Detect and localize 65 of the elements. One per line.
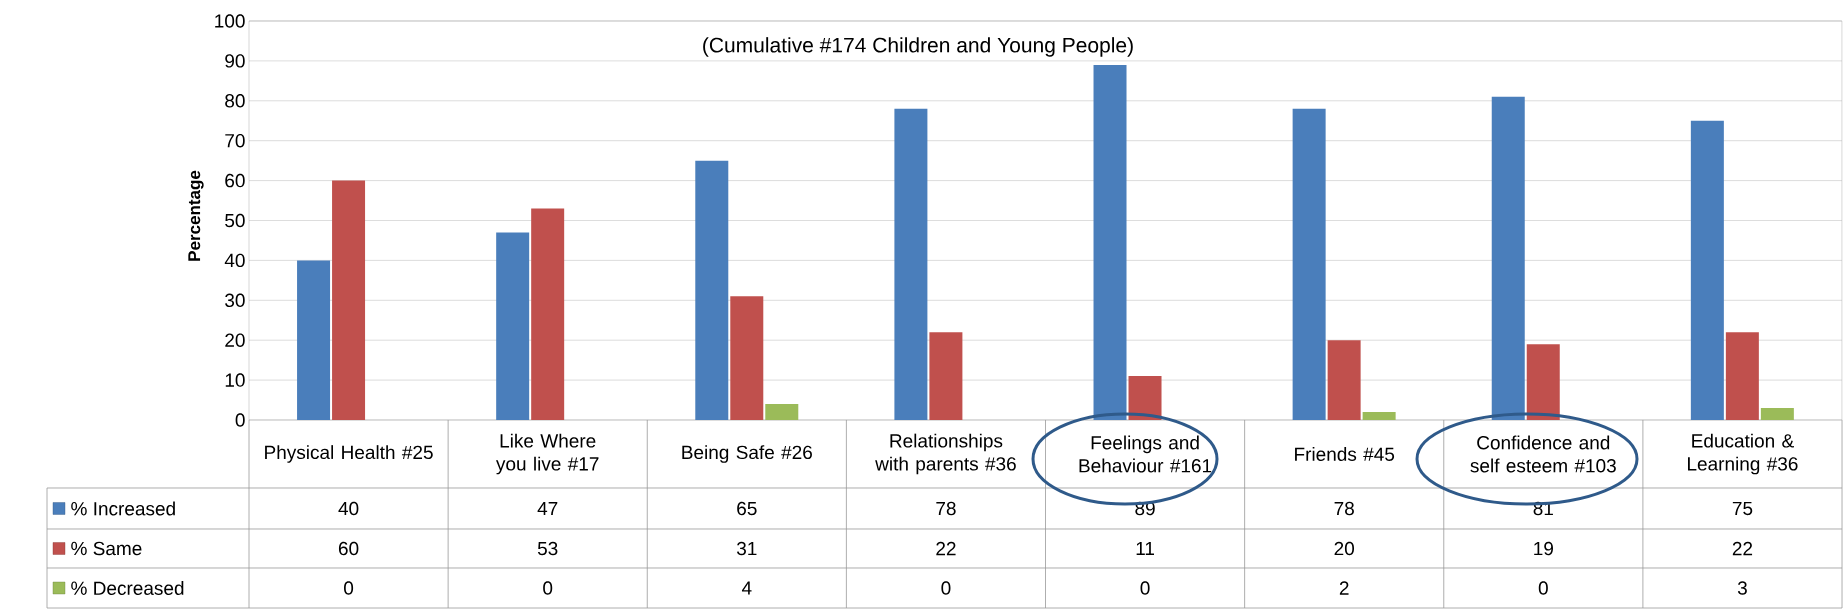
data-label: 22	[936, 541, 956, 556]
text: (Cumulative #174 Children and Young People)	[703, 37, 1133, 57]
y-tick-label: 60	[225, 173, 245, 188]
bar	[929, 332, 963, 420]
bar	[1725, 332, 1759, 420]
data-label: 2	[1339, 581, 1349, 595]
bar	[765, 404, 799, 420]
x-tick-label: Like Where you live #17	[495, 433, 599, 475]
data-label: 0	[344, 581, 354, 595]
data-label: 20	[1334, 541, 1355, 556]
bar	[1760, 408, 1794, 420]
x-tick-label: Education & Learning #36	[1688, 433, 1798, 475]
y-tick-label: 90	[225, 54, 245, 68]
y-tick-label: 30	[225, 293, 245, 308]
data-label: 40	[338, 501, 359, 516]
y-axis-title: Percentage	[188, 170, 204, 261]
bar	[894, 108, 928, 420]
bar	[1093, 64, 1127, 420]
bar	[1327, 340, 1361, 420]
y-tick-label: 70	[225, 133, 245, 148]
x-tick-label: Being Safe #26	[682, 445, 812, 463]
legend-label: % Decreased	[71, 581, 184, 595]
data-label: 3	[1737, 581, 1747, 595]
data-label: 0	[941, 581, 951, 595]
data-label: 11	[1136, 541, 1154, 556]
bar	[1690, 120, 1724, 420]
data-label: 78	[936, 501, 956, 516]
bar	[332, 180, 366, 420]
x-tick-label: Confidence and self esteem #103	[1470, 435, 1616, 473]
data-label: 47	[537, 501, 558, 516]
bar	[695, 160, 729, 420]
data-label: 22	[1732, 541, 1753, 556]
data-label: 4	[741, 581, 752, 595]
data-label: 0	[1140, 581, 1150, 595]
y-tick-label: 40	[224, 253, 245, 268]
x-tick-label: Physical Health #25	[265, 445, 433, 463]
bar	[1491, 96, 1525, 420]
bar	[1128, 376, 1162, 420]
data-label: 65	[737, 501, 757, 516]
data-label: 75	[1732, 501, 1753, 516]
y-tick-label: 50	[225, 213, 245, 228]
data-label: 0	[543, 581, 553, 595]
x-tick-label: Relationships with parents #36	[875, 433, 1016, 475]
bar	[1292, 108, 1326, 420]
data-label: 31	[736, 541, 757, 556]
bar	[730, 296, 764, 420]
legend-label: % Same	[71, 541, 142, 556]
data-label: 19	[1534, 541, 1553, 556]
data-label: 60	[338, 541, 359, 556]
data-label: 53	[537, 541, 558, 556]
data-label: 78	[1334, 501, 1354, 516]
y-tick-label: 20	[225, 333, 245, 347]
y-tick-label: 100	[215, 14, 245, 28]
legend-label: % Increased	[71, 501, 175, 516]
x-tick-label: Friends #45	[1295, 447, 1395, 461]
y-tick-label: 80	[225, 94, 245, 108]
bar	[496, 232, 530, 420]
y-tick-label: 0	[235, 413, 245, 427]
bar	[1526, 344, 1560, 420]
y-tick-label: 10	[225, 373, 245, 387]
bar	[1362, 412, 1396, 420]
bar	[531, 208, 565, 420]
data-label: 0	[1538, 581, 1548, 595]
x-tick-label: Feelings and Behaviour #161	[1079, 435, 1212, 473]
bar	[297, 260, 331, 420]
